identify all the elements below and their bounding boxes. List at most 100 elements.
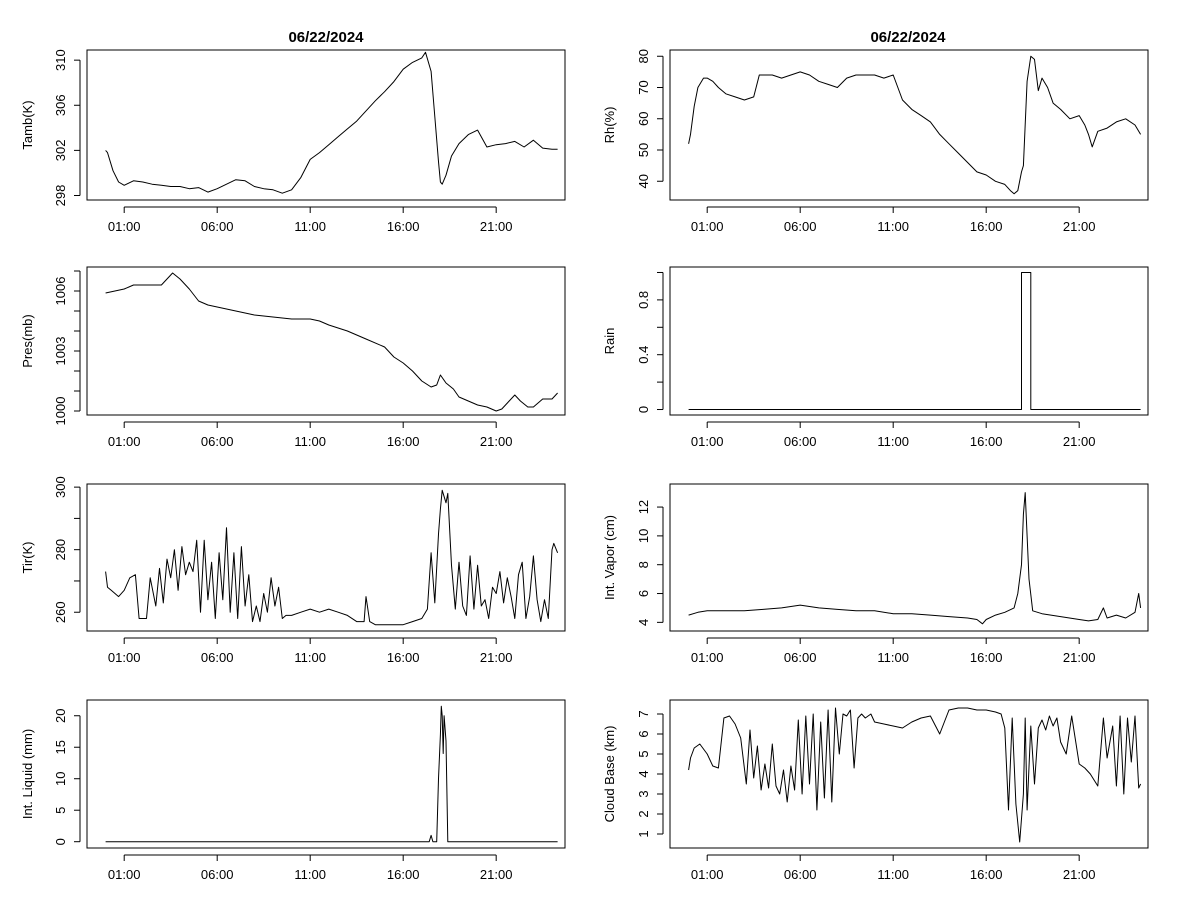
x-tick-label: 16:00 [387,434,420,449]
panel-rh: 01:00 06:00 11:00 16:00 21:00 40 50 60 70 80 Rh(%) [602,49,1149,234]
x-tick-label: 16:00 [387,219,420,234]
y-tick-label: 3 [636,790,651,797]
y-tick-label: 8 [636,561,651,568]
x-tick-label: 01:00 [691,219,724,234]
y-tick-label: 10 [636,529,651,543]
plot-frame [669,49,1149,201]
x-tick-label: 16:00 [387,650,420,665]
y-tick-label: 20 [53,709,68,723]
y-tick-label: 4 [636,619,651,626]
x-tick-label: 01:00 [108,219,141,234]
plot-frame [669,699,1149,849]
y-tick-label: 1006 [53,277,68,306]
y-tick-label: 0.4 [636,346,651,364]
x-tick-label: 21:00 [1063,867,1096,882]
y-tick-label: 60 [636,112,651,126]
plot-frame [86,266,566,416]
x-tick-label: 16:00 [970,434,1003,449]
y-tick-label: 10 [53,771,68,785]
x-tick-label: 11:00 [877,434,909,449]
series-line-pres [105,272,558,412]
x-tick-label: 11:00 [294,434,326,449]
left-date-title: 06/22/2024 [288,29,364,46]
series-line-tir [105,489,559,626]
series-line-liq [105,705,558,843]
x-tick-label: 11:00 [294,867,326,882]
y-axis-label: Int. Liquid (mm) [20,729,35,819]
y-tick-label: 0 [636,406,651,413]
x-tick-label: 16:00 [970,867,1003,882]
y-axis-label: Cloud Base (km) [602,726,617,823]
y-tick-label: 310 [53,49,68,71]
x-tick-label: 21:00 [1063,434,1096,449]
x-tick-label: 16:00 [387,867,420,882]
y-axis-label: Pres(mb) [20,314,35,367]
y-tick-label: 6 [636,590,651,597]
y-tick-label: 1 [636,830,651,837]
y-tick-label: 5 [636,750,651,757]
y-tick-label: 50 [636,143,651,157]
x-tick-label: 21:00 [1063,650,1096,665]
y-tick-label: 1003 [53,337,68,366]
panel-tamb: 01:00 06:00 11:00 16:00 21:00 298 302 306 310 Tam… [20,49,566,234]
x-tick-label: 21:00 [480,434,513,449]
x-tick-label: 01:00 [108,867,141,882]
y-tick-label: 15 [53,740,68,754]
x-tick-label: 11:00 [294,650,326,665]
panel-pres: 01:00 06:00 11:00 16:00 21:00 1000 1003 1006 Pre… [20,266,566,449]
right-date-title: 06/22/2024 [870,29,946,46]
x-tick-label: 16:00 [970,219,1003,234]
series-line-rh [688,55,1142,195]
plot-frame [669,266,1149,416]
y-tick-label: 0.8 [636,291,651,309]
y-axis-label: Rh(%) [602,107,617,144]
plot-frame [86,483,566,632]
x-tick-label: 11:00 [877,867,909,882]
x-tick-label: 01:00 [691,434,724,449]
x-tick-label: 06:00 [201,650,234,665]
y-tick-label: 80 [636,49,651,63]
x-tick-label: 06:00 [784,219,817,234]
y-tick-label: 4 [636,770,651,777]
x-tick-label: 06:00 [784,867,817,882]
y-tick-label: 0 [53,838,68,845]
panel-cloud: 01:00 06:00 11:00 16:00 21:00 1 2 3 4 5 6 7 Cloud Ba… [602,699,1149,882]
panel-tir: 01:00 06:00 11:00 16:00 21:00 260 280 300 Tir(K) [20,476,566,665]
x-tick-label: 01:00 [691,867,724,882]
panel-vapor: 01:00 06:00 11:00 16:00 21:00 4 6 8 10 12 Int. Vap… [602,483,1149,665]
x-tick-label: 11:00 [877,219,909,234]
x-tick-label: 01:00 [691,650,724,665]
x-tick-label: 21:00 [480,867,513,882]
series-line-vapor [688,492,1142,625]
y-tick-label: 5 [53,807,68,814]
y-tick-label: 70 [636,80,651,94]
plot-frame [669,483,1149,632]
y-tick-label: 302 [53,140,68,162]
y-tick-label: 300 [53,476,68,498]
x-tick-label: 16:00 [970,650,1003,665]
plot-frame [86,699,566,849]
y-tick-label: 2 [636,810,651,817]
y-tick-label: 12 [636,500,651,514]
x-tick-label: 01:00 [108,434,141,449]
y-axis-label: Tir(K) [20,541,35,573]
x-tick-label: 21:00 [1063,219,1096,234]
x-tick-label: 06:00 [201,867,234,882]
x-tick-label: 06:00 [201,219,234,234]
plot-frame [86,49,566,201]
y-tick-label: 7 [636,710,651,717]
y-axis-label: Int. Vapor (cm) [602,515,617,600]
y-axis-label: Tamb(K) [20,100,35,149]
y-tick-label: 298 [53,185,68,207]
y-axis-label: Rain [602,328,617,355]
x-tick-label: 06:00 [784,434,817,449]
y-tick-label: 306 [53,94,68,116]
y-tick-label: 6 [636,730,651,737]
panel-liquid: 01:00 06:00 11:00 16:00 21:00 0 5 10 15 20 Int. Li… [20,699,566,882]
y-tick-label: 1000 [53,397,68,426]
x-tick-label: 06:00 [201,434,234,449]
panel-rain: 01:00 06:00 11:00 16:00 21:00 0 0.4 0.8 Rain [602,266,1149,449]
x-tick-label: 01:00 [108,650,141,665]
series-line-rain [688,272,1141,410]
